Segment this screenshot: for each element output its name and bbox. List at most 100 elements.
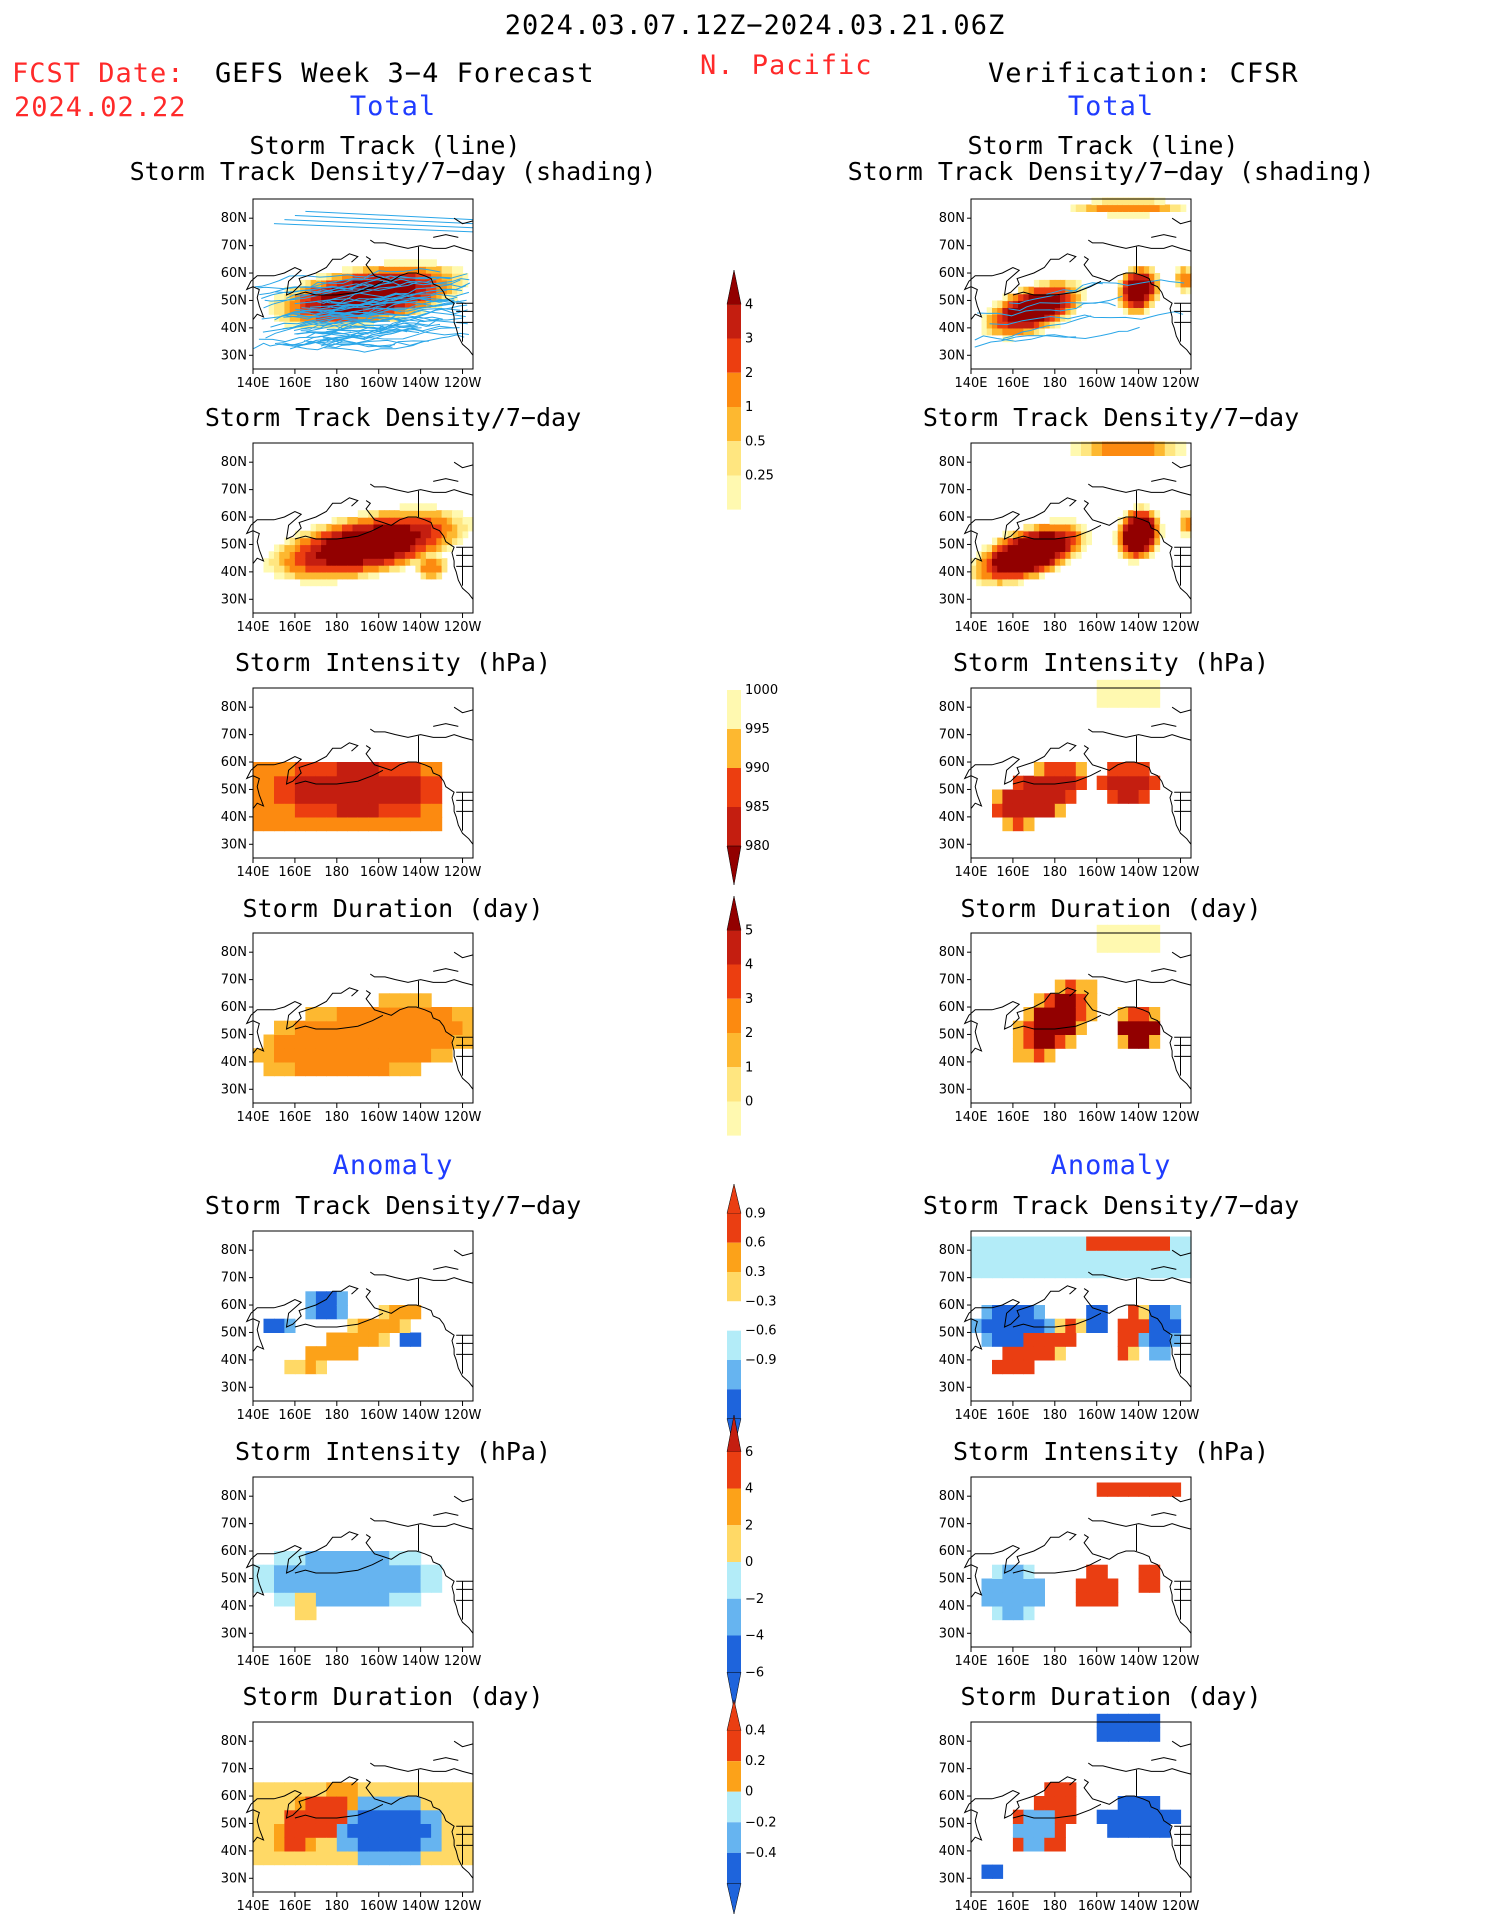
coastline xyxy=(245,742,359,809)
shade-cell xyxy=(446,523,453,532)
shade-cell xyxy=(1039,300,1045,308)
shade-cell xyxy=(1143,503,1150,511)
x-tick-label: 160W xyxy=(360,865,398,880)
shade-cell xyxy=(289,300,296,308)
y-tick-label: 80N xyxy=(221,945,247,960)
shade-cell xyxy=(1054,1346,1066,1361)
shade-cell xyxy=(425,537,432,546)
shade-cell xyxy=(420,1796,432,1811)
coastline xyxy=(370,1517,474,1530)
shade-cell xyxy=(399,1796,411,1811)
map-svg: 140E 160E 180 160W 140W 120W80N70N60N50N40N30… xyxy=(221,1721,482,1914)
shade-cell xyxy=(1128,789,1140,804)
shade-cell xyxy=(425,259,432,267)
shade-cell xyxy=(1107,1713,1119,1729)
shade-cell xyxy=(368,558,374,566)
coastline xyxy=(1088,1762,1192,1775)
shade-cell xyxy=(1159,1346,1171,1361)
shade-cell xyxy=(1128,558,1134,566)
shade-cell xyxy=(1012,327,1019,336)
shade-cell xyxy=(315,279,322,288)
shade-cell xyxy=(1054,1034,1066,1049)
storm-track-line xyxy=(1003,315,1092,339)
shade-cell xyxy=(1028,314,1035,322)
y-tick-label: 80N xyxy=(939,1243,965,1258)
shade-cell xyxy=(1018,293,1024,302)
shade-cell xyxy=(1128,1034,1140,1049)
shade-cell xyxy=(446,266,453,274)
shade-cell xyxy=(1122,293,1129,302)
shade-cell xyxy=(1049,558,1056,566)
shade-cell xyxy=(315,314,322,322)
shade-cell xyxy=(284,1823,296,1838)
shade-cell xyxy=(315,1551,327,1566)
shade-cell xyxy=(431,558,437,566)
shade-cell xyxy=(420,517,427,525)
shade-cell xyxy=(404,259,411,267)
shade-cell xyxy=(1143,293,1150,302)
shade-cell xyxy=(1133,530,1140,539)
shade-cell xyxy=(1149,1482,1161,1497)
shade-cell xyxy=(368,816,380,832)
y-tick-label: 70N xyxy=(221,1762,247,1777)
shade-cell xyxy=(368,1061,380,1077)
shade-cell xyxy=(1049,565,1056,573)
shade-cell xyxy=(441,558,448,566)
shade-cell xyxy=(410,775,422,790)
shade-cell xyxy=(294,571,301,580)
shade-cell xyxy=(1170,441,1176,450)
shade-cell xyxy=(315,1809,327,1824)
shade-cell xyxy=(1138,924,1150,940)
map-frame xyxy=(252,1476,474,1648)
shade-cell xyxy=(1044,1020,1056,1035)
shade-cell xyxy=(1149,1713,1161,1729)
shade-cell xyxy=(294,537,301,546)
shade-cell xyxy=(315,293,322,302)
shade-cell xyxy=(284,789,296,804)
shade-cell xyxy=(1044,1034,1056,1049)
x-tick-label: 120W xyxy=(444,865,482,880)
shade-cell xyxy=(399,993,411,1008)
shade-cell xyxy=(321,530,327,539)
map-duration-total-verification: 140E 160E 180 160W 140W 120W 80N 70N 60N 50N 40N 30… xyxy=(939,924,1246,1125)
shade-cell xyxy=(1086,448,1092,456)
colorbar-segment xyxy=(727,1635,741,1673)
shade-cell xyxy=(368,789,380,804)
x-tick-label: 140E xyxy=(236,376,269,391)
shade-cell xyxy=(363,307,369,315)
coastline xyxy=(1171,217,1192,225)
shade-cell xyxy=(1138,1332,1150,1347)
shade-cell xyxy=(1054,523,1061,532)
x-tick-label: 140W xyxy=(1120,1899,1158,1914)
coastline xyxy=(245,1531,359,1598)
shade-cell xyxy=(1007,544,1014,552)
shade-cell xyxy=(446,279,453,288)
shade-cell xyxy=(1117,1796,1129,1811)
shade-cell xyxy=(1002,327,1009,336)
shade-cell xyxy=(1065,1020,1077,1035)
shade-cell xyxy=(326,523,333,532)
shade-cell xyxy=(1081,537,1087,546)
shade-cell xyxy=(1117,544,1124,552)
shade-cell xyxy=(1018,314,1024,322)
colorbar-segment xyxy=(727,1101,741,1136)
shade-cell xyxy=(410,1048,422,1063)
shade-cell xyxy=(1159,1318,1171,1333)
map-intensity-total-verification: 140E 160E 180 160W 140W 120W 80N 70N 60N 50N 40N 30… xyxy=(939,679,1246,880)
shade-cell xyxy=(373,558,380,566)
shade-cell xyxy=(1039,286,1045,295)
shade-cell xyxy=(1012,1048,1024,1063)
shade-cell xyxy=(1143,537,1150,546)
shade-cell xyxy=(1122,523,1129,532)
shade-cell xyxy=(1028,300,1035,308)
shade-cell xyxy=(1070,537,1077,546)
shade-cell xyxy=(300,558,306,566)
shade-cell xyxy=(1060,551,1066,559)
shade-cell xyxy=(997,314,1003,322)
shade-cell xyxy=(1075,775,1087,790)
shade-cell xyxy=(1117,1034,1129,1049)
title-density-total-right: Storm Track Density/7−day xyxy=(922,403,1300,432)
shade-cell xyxy=(284,321,291,329)
x-tick-label: 180 xyxy=(324,1654,349,1669)
shade-cell xyxy=(368,1837,380,1852)
